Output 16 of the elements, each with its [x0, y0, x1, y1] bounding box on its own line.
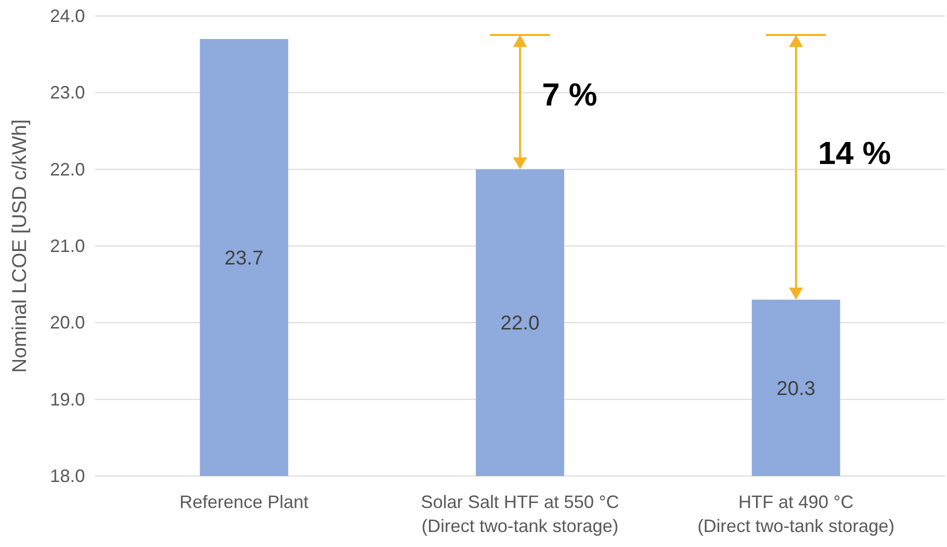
- y-axis-title: Nominal LCOE [USD c/kWh]: [9, 119, 31, 373]
- x-tick-label: HTF at 490 °C (Direct two-tank storage): [697, 492, 895, 536]
- data-label: 23.7: [224, 248, 264, 270]
- y-tick-label: 20.0: [50, 312, 85, 333]
- x-tick-label: Reference Plant: [179, 492, 309, 512]
- annotation: 14 %: [818, 135, 891, 172]
- y-tick-label: 23.0: [50, 82, 85, 103]
- y-tick-label: 18.0: [50, 466, 85, 486]
- data-label: 22.0: [500, 312, 540, 335]
- y-tick-label: 22.0: [50, 159, 85, 180]
- data-label: 20.3: [776, 378, 816, 400]
- y-tick-label: 24.0: [50, 6, 85, 26]
- annotation: 7 %: [542, 76, 598, 112]
- y-tick-label: 19.0: [50, 389, 85, 410]
- y-tick-label: 21.0: [50, 236, 85, 256]
- x-tick-label: Solar Salt HTF at 550 °C (Direct two-tank storage): [420, 492, 620, 536]
